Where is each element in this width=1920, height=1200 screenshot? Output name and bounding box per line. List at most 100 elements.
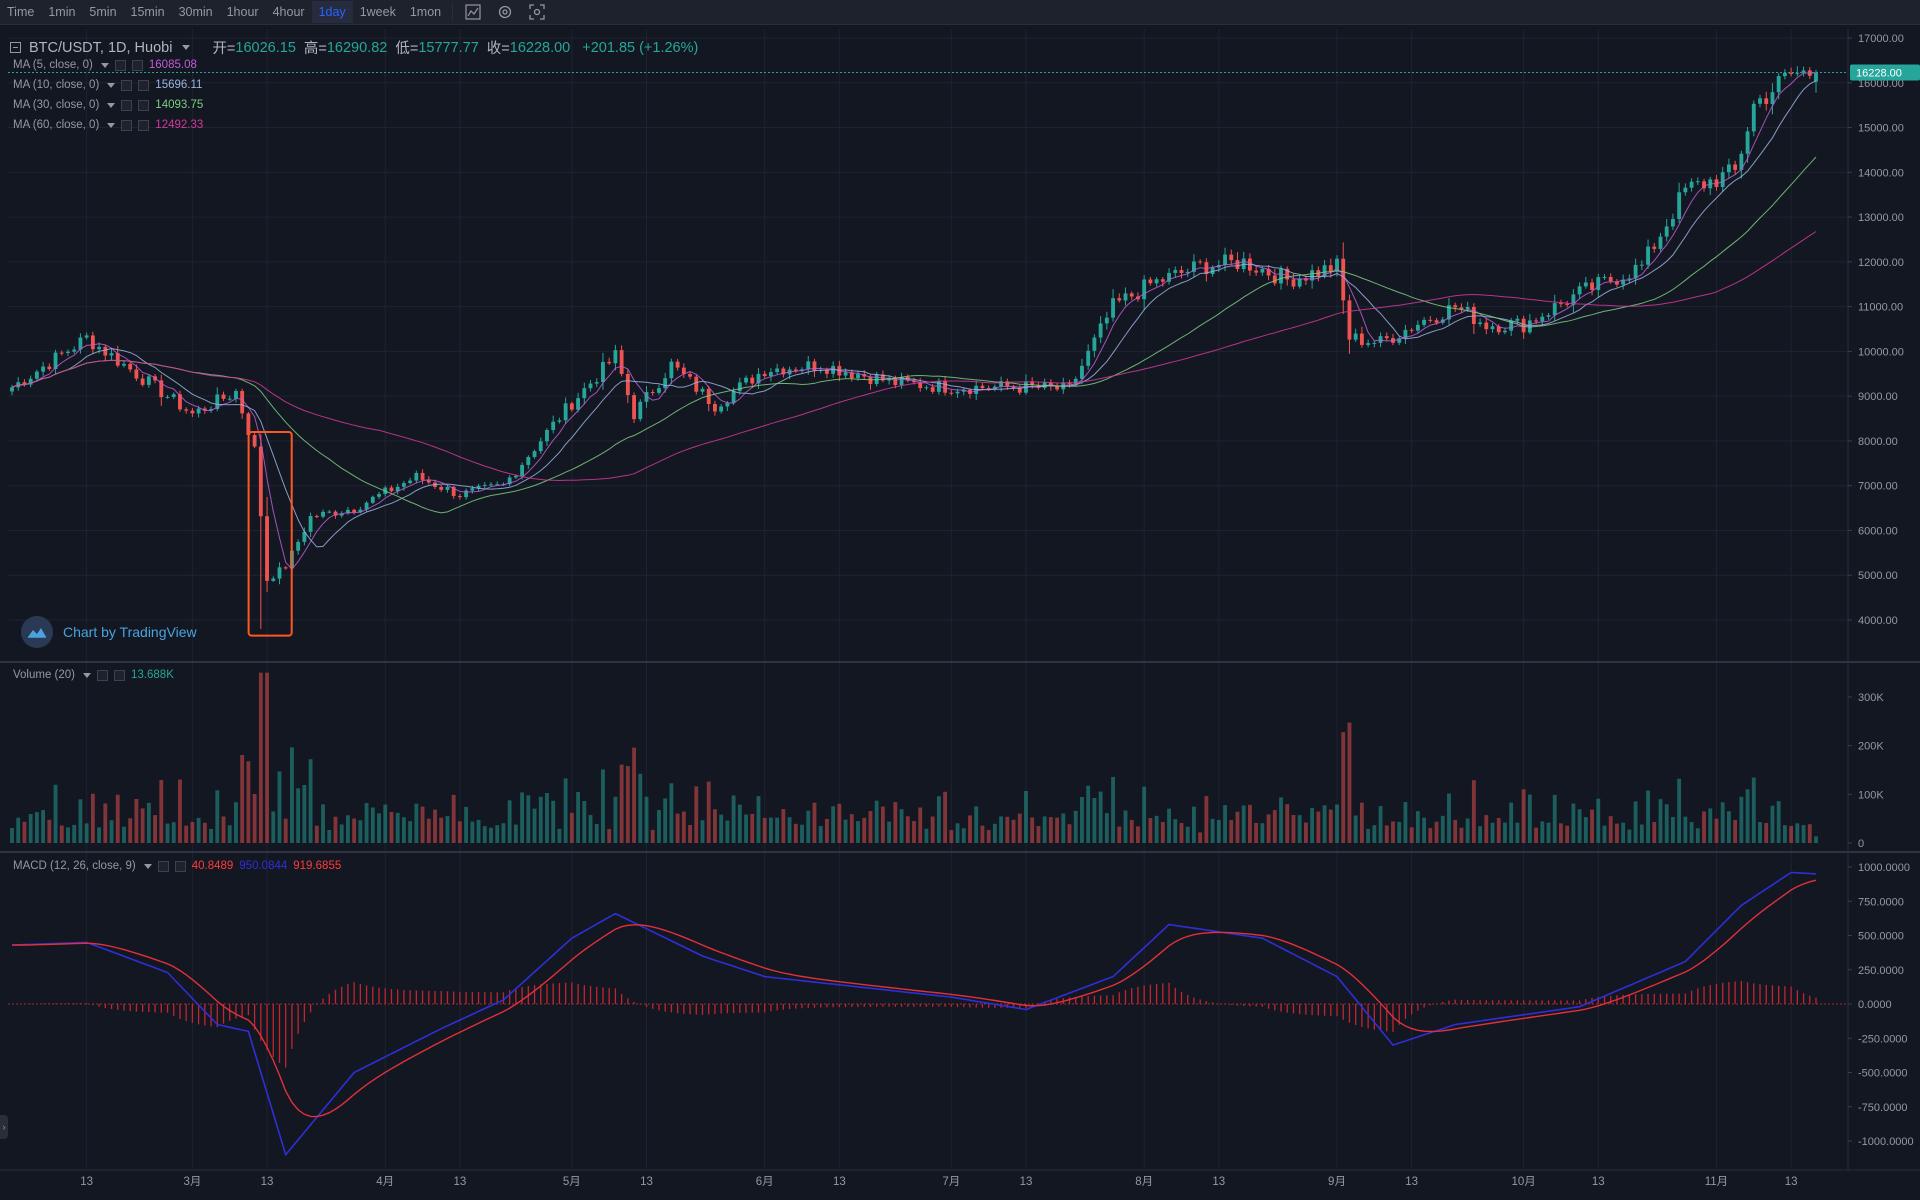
volume-bar	[227, 825, 232, 843]
volume-bar	[420, 806, 425, 843]
candle-body	[1297, 278, 1302, 287]
ma10-label[interactable]: MA (10, close, 0)	[13, 79, 100, 91]
interval-4hour[interactable]: 4hour	[272, 5, 305, 19]
candle-body	[1185, 271, 1190, 273]
close-icon[interactable]	[174, 860, 186, 872]
chevron-down-icon[interactable]	[83, 672, 92, 678]
chevron-down-icon[interactable]	[107, 82, 116, 88]
chevron-down-icon[interactable]	[107, 122, 116, 128]
candle-body	[10, 387, 14, 392]
candle-body	[389, 487, 394, 492]
visibility-icon[interactable]	[97, 669, 109, 681]
candle-body	[1098, 323, 1103, 338]
candle-body	[1677, 192, 1682, 219]
volume-bar	[1285, 804, 1290, 843]
candle-body	[713, 403, 717, 412]
price-axis-label: 16000.00	[1858, 78, 1904, 90]
ma60-label[interactable]: MA (60, close, 0)	[13, 119, 100, 131]
volume-bar	[103, 803, 108, 843]
volume-bar	[395, 812, 400, 843]
top-toolbar: Time 1min 5min 15min 30min 1hour 4hour 1…	[0, 0, 1920, 25]
macd-axis-label: 750.0000	[1858, 896, 1904, 908]
collapse-icon[interactable]	[10, 42, 21, 53]
interval-1min[interactable]: 1min	[48, 5, 76, 19]
candle-body	[122, 363, 126, 366]
candle-body	[1552, 303, 1557, 316]
volume-bar	[775, 817, 780, 843]
volume-bar	[1154, 815, 1159, 843]
candle-body	[1092, 337, 1097, 351]
candle-body	[856, 374, 860, 379]
candle-body	[824, 369, 829, 374]
interval-1day[interactable]: 1day	[311, 1, 353, 23]
volume-bar	[1192, 806, 1196, 843]
close-icon[interactable]	[138, 79, 150, 91]
candle-body	[588, 383, 593, 389]
candle-body	[744, 377, 748, 383]
volume-bar	[849, 814, 854, 843]
volume-label[interactable]: Volume (20)	[13, 669, 76, 681]
candle-body	[246, 413, 251, 435]
volume-bar	[1521, 789, 1526, 843]
visibility-icon[interactable]	[121, 99, 133, 111]
candle-body	[165, 396, 170, 398]
candle-body	[1720, 172, 1725, 188]
price-chart[interactable]: 13 3月 13 4月 13 5月 13 6月 13 7月 13 8月 13 9月 13 10月 13 11月 13…	[0, 25, 1920, 1200]
visibility-icon[interactable]	[121, 119, 133, 131]
volume-bar	[1142, 786, 1147, 843]
candle-body	[97, 346, 102, 350]
visibility-icon[interactable]	[121, 79, 133, 91]
settings-icon[interactable]	[497, 4, 513, 20]
volume-bar	[1702, 811, 1706, 843]
symbol-title[interactable]: BTC/USDT, 1D, Huobi	[29, 39, 173, 56]
tradingview-watermark[interactable]: Chart by TradingView	[21, 616, 197, 648]
volume-bar	[1583, 817, 1588, 843]
chevron-down-icon[interactable]	[107, 102, 116, 108]
candle-body	[688, 373, 692, 377]
interval-15min[interactable]: 15min	[130, 5, 165, 19]
expand-panel-icon[interactable]: ›	[0, 1115, 8, 1139]
volume-bar	[265, 672, 269, 843]
interval-5min[interactable]: 5min	[89, 5, 117, 19]
macd-axis-label: 0.0000	[1858, 999, 1892, 1011]
macd-label[interactable]: MACD (12, 26, close, 9)	[13, 860, 136, 872]
volume-bar	[806, 810, 811, 843]
volume-bar	[1111, 776, 1115, 843]
close-icon[interactable]	[114, 669, 126, 681]
candle-body	[345, 509, 350, 514]
interval-1week[interactable]: 1week	[359, 5, 396, 19]
candle-body	[1260, 269, 1265, 273]
candle-body	[1397, 338, 1402, 343]
interval-1hour[interactable]: 1hour	[226, 5, 259, 19]
volume-bar	[234, 802, 238, 843]
volume-bar	[706, 781, 711, 843]
visibility-icon[interactable]	[114, 59, 126, 71]
candle-body	[1173, 270, 1178, 273]
close-icon[interactable]	[138, 99, 150, 111]
close-icon[interactable]	[131, 59, 143, 71]
candle-body	[625, 373, 630, 396]
chevron-down-icon[interactable]	[100, 62, 109, 68]
close-icon[interactable]	[138, 119, 150, 131]
volume-bar	[1776, 801, 1781, 843]
price-axis-label: 8000.00	[1858, 436, 1898, 448]
candle-body	[352, 509, 357, 513]
volume-bar	[1310, 807, 1315, 843]
last-price-tag	[1850, 64, 1920, 81]
volume-bar	[1210, 818, 1215, 843]
visibility-icon[interactable]	[157, 860, 169, 872]
chevron-down-icon[interactable]	[182, 45, 191, 50]
interval-30min[interactable]: 30min	[178, 5, 213, 19]
candle-body	[663, 378, 668, 389]
candle-body	[1646, 246, 1650, 265]
interval-time[interactable]: Time	[7, 5, 35, 19]
candle-body	[1366, 343, 1371, 345]
ma5-label[interactable]: MA (5, close, 0)	[13, 59, 93, 71]
interval-1mon[interactable]: 1mon	[409, 5, 442, 19]
chevron-down-icon[interactable]	[143, 863, 152, 869]
indicators-icon[interactable]	[465, 4, 481, 20]
ma30-label[interactable]: MA (30, close, 0)	[13, 99, 100, 111]
screenshot-icon[interactable]	[529, 4, 545, 20]
volume-bar	[862, 817, 867, 843]
candle-body	[899, 376, 904, 386]
